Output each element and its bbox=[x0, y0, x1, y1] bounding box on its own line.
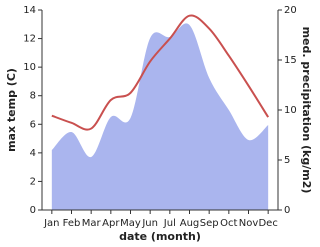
x-tick-label: Jun bbox=[141, 218, 158, 229]
x-tick-label: Dec bbox=[258, 218, 277, 229]
x-tick-label: Jan bbox=[43, 218, 59, 229]
y2-tick-label: 5 bbox=[284, 155, 290, 166]
y2-tick-label: 20 bbox=[284, 5, 297, 16]
y2-tick-label: 15 bbox=[284, 55, 297, 66]
x-axis-label: date (month) bbox=[119, 230, 201, 243]
y-axis-label: max temp (C) bbox=[5, 68, 18, 152]
y-tick-label: 0 bbox=[30, 205, 36, 216]
y-tick-label: 10 bbox=[23, 62, 36, 73]
y-tick-label: 2 bbox=[30, 176, 36, 187]
x-tick-label: May bbox=[120, 218, 141, 229]
x-tick-label: Feb bbox=[63, 218, 81, 229]
y-tick-label: 12 bbox=[23, 34, 36, 45]
y-tick-label: 14 bbox=[23, 5, 36, 16]
x-tick-label: Nov bbox=[239, 218, 259, 229]
x-tick-label: Mar bbox=[82, 218, 102, 229]
y-tick-label: 8 bbox=[30, 91, 36, 102]
temperature-line bbox=[51, 14, 270, 131]
y2-tick-label: 10 bbox=[284, 105, 297, 116]
x-tick-label: Sep bbox=[200, 218, 219, 229]
x-tick-label: Jul bbox=[163, 218, 176, 229]
y2-axis-label: med. precipitation (kg/m2) bbox=[300, 27, 313, 194]
x-tick-label: Apr bbox=[102, 218, 120, 229]
y-tick-label: 6 bbox=[30, 119, 36, 130]
x-tick-label: Oct bbox=[220, 218, 237, 229]
x-tick-label: Aug bbox=[180, 218, 200, 229]
y-tick-label: 4 bbox=[30, 148, 36, 159]
precipitation-area bbox=[51, 23, 269, 210]
y2-tick-label: 0 bbox=[284, 205, 290, 216]
